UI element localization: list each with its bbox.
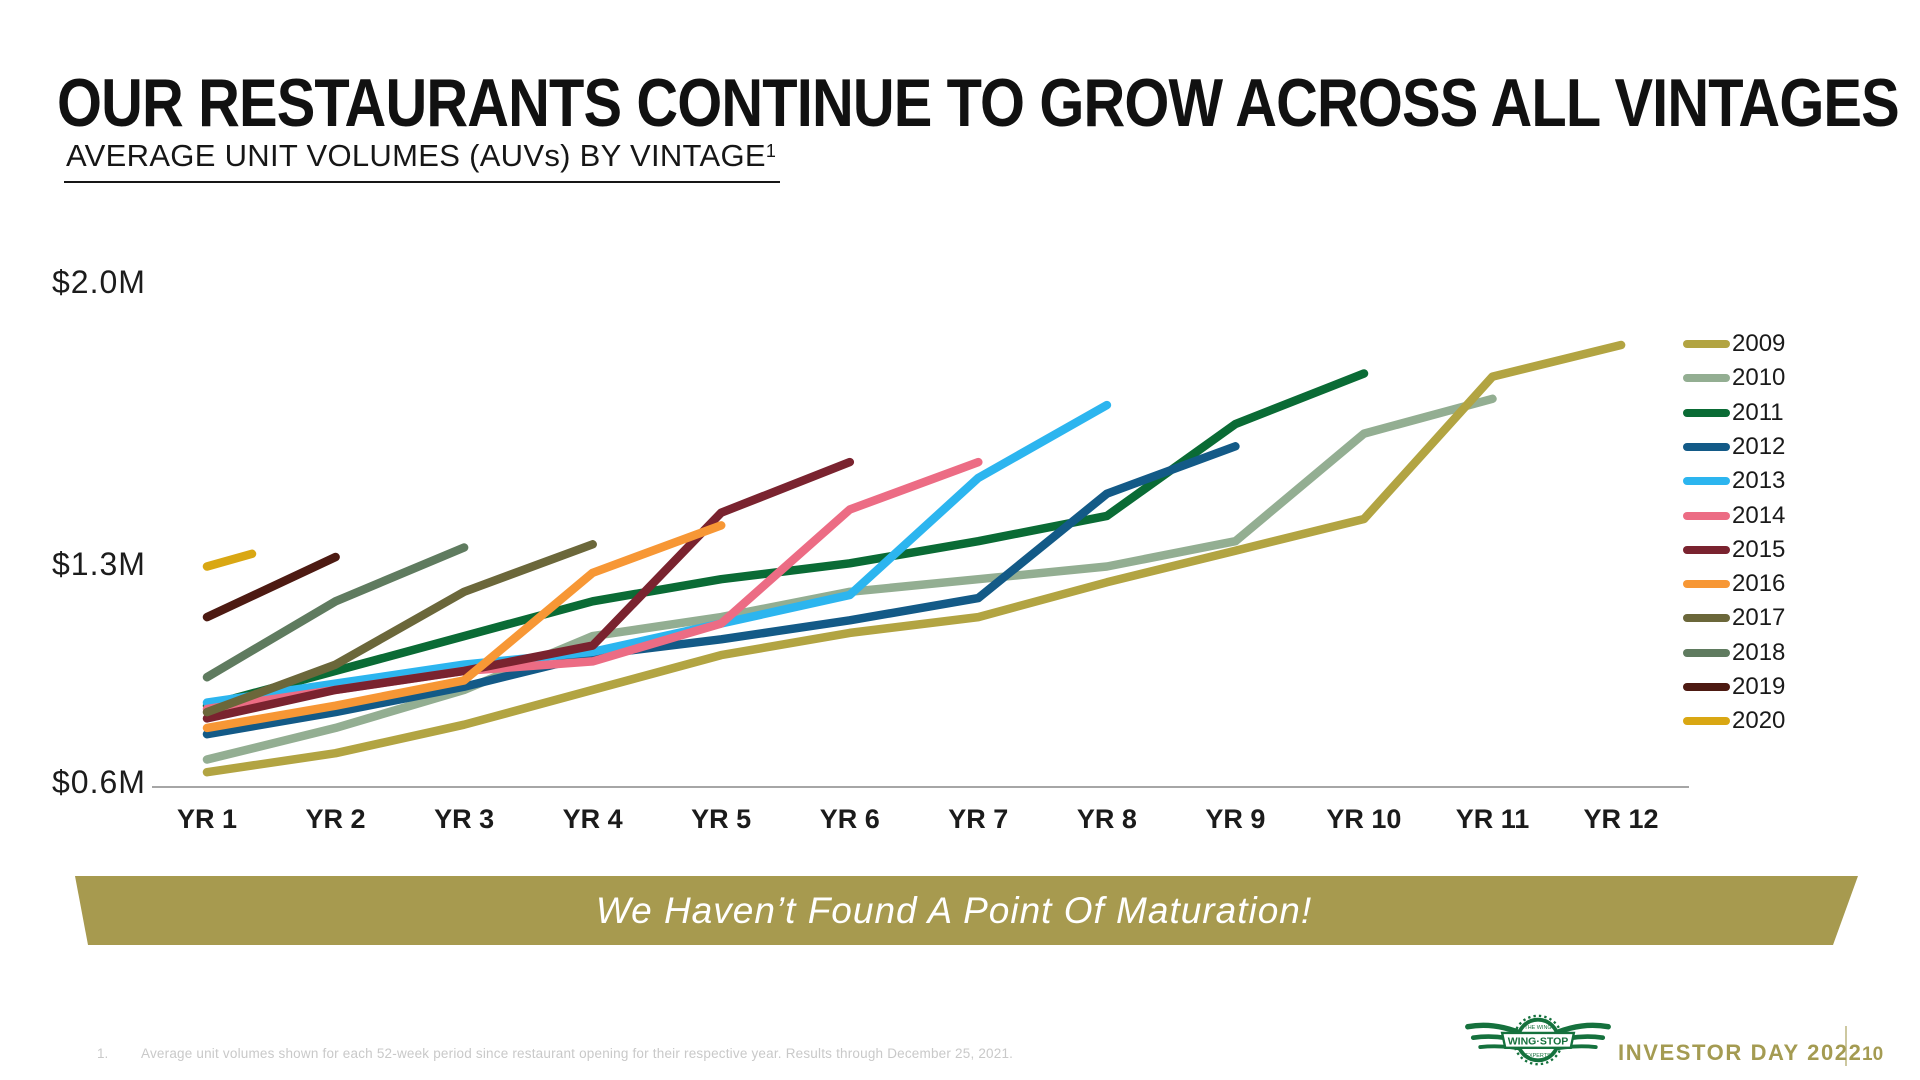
x-axis-label-3: YR 3: [434, 804, 495, 834]
page-title-text: OUR RESTAURANTS CONTINUE TO GROW ACROSS …: [57, 64, 1900, 141]
legend-swatch-2012: [1683, 442, 1730, 451]
legend-label-2017: 2017: [1732, 604, 1786, 632]
legend-swatch-2014: [1683, 511, 1730, 520]
legend-label-2013: 2013: [1732, 467, 1786, 495]
legend-swatch-2018: [1683, 648, 1730, 657]
logo-bottom-text: EXPERTS: [1525, 1053, 1551, 1059]
legend-label-2010: 2010: [1732, 364, 1786, 392]
chart-title-superscript: 1: [765, 141, 777, 161]
x-axis-label-1: YR 1: [176, 804, 238, 834]
logo-top-text: THE WING: [1524, 1025, 1551, 1031]
series-line-2009: [202, 340, 1626, 777]
x-axis-label-8: YR 8: [1076, 804, 1137, 834]
footer-event-title: INVESTOR DAY 2022: [1618, 1040, 1863, 1065]
legend-label-2009: 2009: [1732, 330, 1786, 357]
legend-label-2019: 2019: [1732, 673, 1786, 700]
legend-swatch-2015: [1683, 545, 1730, 554]
wingstop-logo: THE WING WING·STOP EXPERTS: [1465, 1014, 1611, 1066]
legend-item-2013: 2013: [1683, 464, 1785, 498]
legend-swatch-2013: [1683, 477, 1730, 486]
y-axis-tick-2_0m: $2.0M: [52, 264, 146, 300]
legend-swatch-2019: [1683, 683, 1730, 691]
legend-item-2010: 2010: [1683, 361, 1785, 395]
x-axis-label-12: YR 12: [1583, 804, 1659, 834]
legend-item-2009: 2009: [1683, 327, 1785, 361]
footer-divider: [1845, 1026, 1847, 1066]
maturation-banner: We Haven’t Found A Point Of Maturation!: [70, 876, 1858, 945]
legend-label-2016: 2016: [1732, 570, 1786, 598]
legend-swatch-2011: [1683, 408, 1730, 417]
x-axis-label-5: YR 5: [691, 804, 752, 834]
page-title: OUR RESTAURANTS CONTINUE TO GROW ACROSS …: [57, 64, 1920, 142]
footnote-number: 1.: [97, 1046, 109, 1061]
legend-swatch-2009: [1683, 340, 1730, 348]
series-line-2013: [202, 400, 1112, 707]
legend-swatch-2010: [1683, 374, 1730, 383]
series-line-2017: [202, 540, 597, 717]
footnote-text: Average unit volumes shown for each 52-w…: [141, 1046, 1014, 1061]
legend-item-2015: 2015: [1683, 533, 1785, 567]
y-axis-tick-1_3m: $1.3M: [52, 546, 146, 582]
x-axis-label-10: YR 10: [1326, 804, 1402, 834]
x-axis-label-2: YR 2: [305, 804, 366, 834]
legend-label-2015: 2015: [1732, 535, 1786, 563]
legend-swatch-2017: [1683, 614, 1730, 623]
legend-swatch-2020: [1683, 717, 1730, 726]
legend-label-2020: 2020: [1732, 707, 1786, 735]
series-line-2012: [202, 442, 1240, 739]
x-axis-line: [152, 786, 1689, 788]
x-axis-label-4: YR 4: [562, 804, 623, 834]
legend-item-2019: 2019: [1683, 670, 1785, 704]
x-axis-label-6: YR 6: [819, 804, 880, 834]
legend-item-2012: 2012: [1683, 430, 1785, 464]
legend-swatch-2016: [1683, 580, 1730, 589]
chart-title: AVERAGE UNIT VOLUMES (AUVs) BY VINTAGE1: [64, 138, 781, 183]
series-line-2019: [202, 552, 340, 622]
legend-label-2012: 2012: [1732, 432, 1786, 460]
legend-label-2011: 2011: [1732, 398, 1784, 426]
logo-banner-text: WING·STOP: [1508, 1035, 1569, 1047]
series-line-2011: [202, 369, 1369, 710]
x-axis-label-11: YR 11: [1455, 804, 1530, 834]
series-line-2018: [202, 543, 469, 682]
maturation-banner-text: We Haven’t Found A Point Of Maturation!: [595, 889, 1313, 931]
series-line-2016: [202, 521, 726, 733]
legend-item-2017: 2017: [1683, 601, 1785, 635]
series-line-2010: [202, 394, 1497, 764]
legend-item-2016: 2016: [1683, 567, 1785, 601]
x-axis-label-9: YR 9: [1205, 804, 1266, 834]
series-line-2014: [202, 457, 983, 714]
legend-item-2020: 2020: [1683, 704, 1785, 738]
chart-title-text: AVERAGE UNIT VOLUMES (AUVs) BY VINTAGE: [66, 138, 766, 173]
x-axis-label-7: YR 7: [948, 804, 1009, 834]
page-number: 10: [1862, 1044, 1884, 1065]
series-line-2020: [202, 549, 257, 571]
legend-item-2011: 2011: [1683, 396, 1784, 430]
series-line-2015: [202, 457, 855, 723]
legend-label-2018: 2018: [1732, 638, 1786, 666]
legend-item-2014: 2014: [1683, 499, 1785, 533]
legend-item-2018: 2018: [1683, 636, 1785, 670]
legend-label-2014: 2014: [1732, 501, 1786, 529]
y-axis-tick-0_6m: $0.6M: [52, 764, 146, 800]
